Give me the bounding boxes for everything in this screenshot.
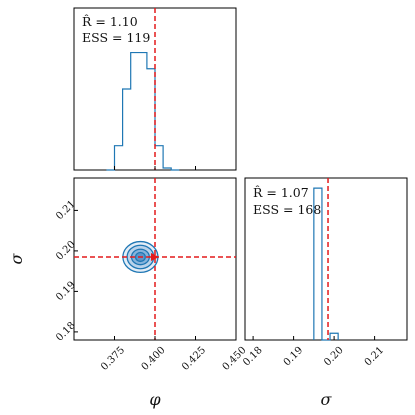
joint-y-axis-title: σ (7, 252, 26, 264)
joint-x-ticks: 0.375 0.400 0.425 0.450 (99, 336, 249, 373)
joint-density-panel: 0.375 0.400 0.425 0.450 0.180.190.200.21 φ … (7, 177, 249, 409)
sigma-histogram (313, 187, 339, 341)
sigma-rhat-annotation: R̂ = 1.07 (253, 185, 309, 200)
joint-x-tick-label-2: 0.425 (180, 345, 208, 373)
phi-marginal-panel: R̂ = 1.10 ESS = 119 (73, 7, 237, 171)
phi-marginal-ticks (114, 166, 237, 170)
phi-histogram-step (106, 51, 180, 171)
joint-x-tick-label-0: 0.375 (99, 345, 127, 373)
joint-x-tick-label-1: 0.400 (140, 345, 168, 373)
joint-x-axis-title: φ (149, 390, 161, 409)
joint-truth-marker (151, 252, 159, 261)
sigma-x-tick-label-0: 0.18 (241, 345, 265, 369)
sigma-x-tick-label-1: 0.19 (282, 345, 306, 369)
sigma-x-tick-label-2: 0.20 (322, 345, 346, 369)
sigma-histogram-step (313, 187, 339, 341)
phi-rhat-annotation: R̂ = 1.10 (82, 14, 138, 29)
phi-ess-annotation: ESS = 119 (82, 30, 150, 45)
sigma-x-ticks: 0.18 0.19 0.20 0.21 (241, 336, 386, 368)
sigma-ess-annotation: ESS = 168 (253, 202, 321, 217)
sigma-x-tick-label-3: 0.21 (363, 345, 387, 369)
sigma-x-axis-title: σ (321, 390, 333, 409)
phi-histogram (106, 51, 180, 171)
sigma-marginal-panel: R̂ = 1.07 ESS = 168 0.18 0.19 0.20 0.21 σ (241, 177, 408, 409)
